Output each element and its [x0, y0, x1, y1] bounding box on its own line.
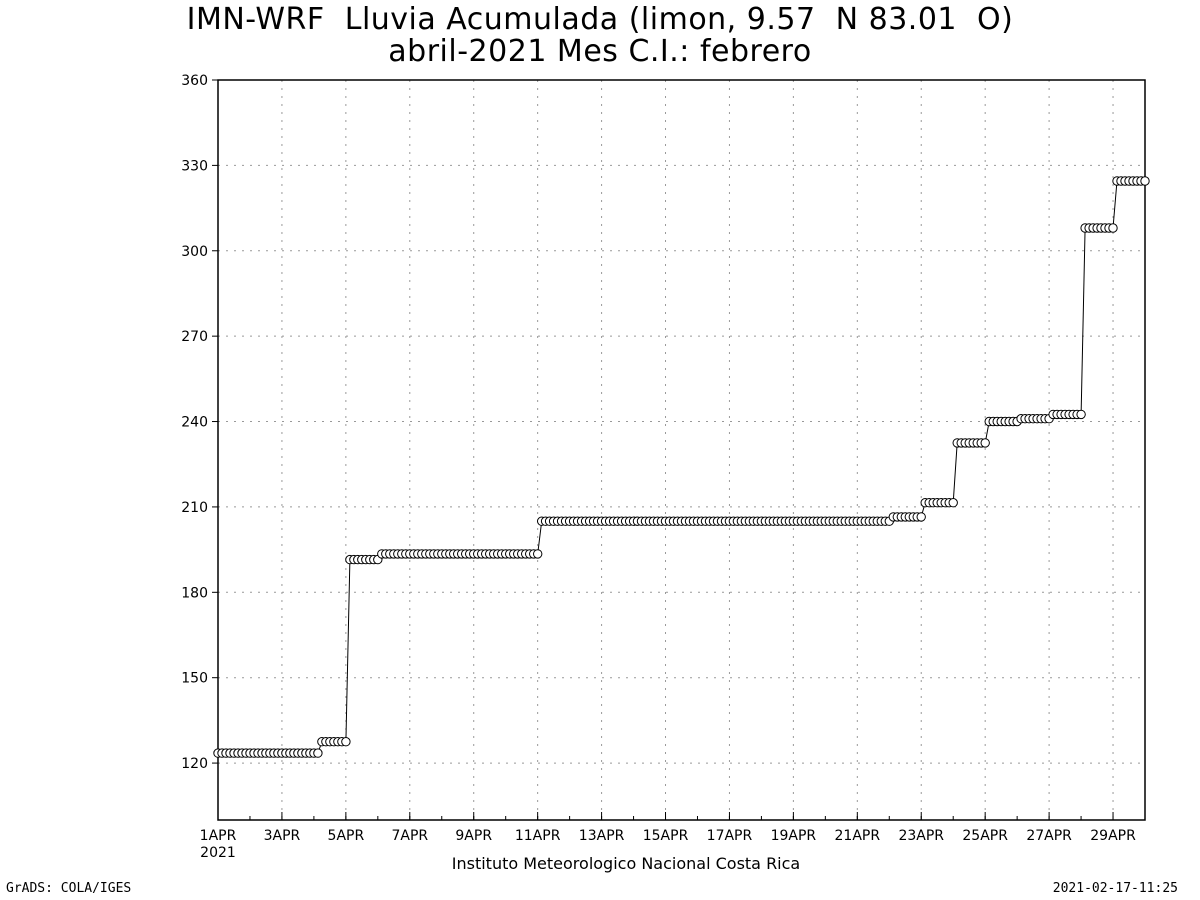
data-point [313, 748, 323, 758]
y-tick-label: 120 [181, 756, 208, 772]
software-credit: GrADS: COLA/IGES [6, 881, 132, 896]
x-tick-label: 9APR [455, 828, 492, 844]
x-tick-label: 15APR [643, 828, 689, 844]
data-point [1108, 223, 1118, 233]
y-tick-label: 330 [181, 158, 208, 174]
x-tick-label: 21APR [835, 828, 881, 844]
y-tick-label: 300 [181, 244, 208, 260]
data-point [533, 549, 543, 559]
x-tick-year: 2021 [200, 845, 236, 861]
data-point [948, 498, 958, 508]
y-tick-label: 150 [181, 671, 208, 687]
data-point [341, 737, 351, 747]
x-tick-label: 29APR [1090, 828, 1136, 844]
x-tick-label: 5APR [328, 828, 365, 844]
data-point [916, 512, 926, 522]
x-tick-label: 25APR [962, 828, 1008, 844]
x-tick-label: 17APR [707, 828, 753, 844]
timestamp: 2021-02-17-11:25 [1052, 881, 1178, 896]
institution-credit: Instituto Meteorologico Nacional Costa R… [451, 854, 801, 873]
series-line [218, 180, 1145, 754]
grid-lines [218, 80, 1145, 820]
x-tick-label: 7APR [391, 828, 428, 844]
chart-subtitle: abril-2021 Mes C.I.: febrero [388, 34, 812, 69]
y-tick-label: 270 [181, 329, 208, 345]
y-axis: 120 150 180 210 240 270 300 330 360 [181, 73, 218, 772]
chart-title: IMN-WRF Lluvia Acumulada (limon, 9.57 N … [186, 2, 1014, 37]
x-tick-label: 1APR [200, 828, 237, 844]
plot-frame [217, 79, 1146, 821]
x-tick-label: 23APR [898, 828, 944, 844]
y-tick-label: 360 [181, 73, 208, 89]
y-tick-label: 180 [181, 585, 208, 601]
data-point [980, 438, 990, 448]
data-point [1076, 409, 1086, 420]
x-tick-label: 3APR [264, 828, 301, 844]
y-tick-label: 210 [181, 500, 208, 516]
y-tick-label: 240 [181, 415, 208, 431]
x-tick-label: 11APR [515, 828, 561, 844]
series-markers [213, 176, 1150, 758]
x-tick-label: 19APR [771, 828, 817, 844]
data-point [1140, 176, 1150, 186]
x-tick-label: 13APR [579, 828, 625, 844]
x-tick-label: 27APR [1026, 828, 1072, 844]
x-axis: 1APR 3APR 5APR 7APR 9APR 11APR 13APR 15APR 17APR… [200, 812, 1146, 861]
